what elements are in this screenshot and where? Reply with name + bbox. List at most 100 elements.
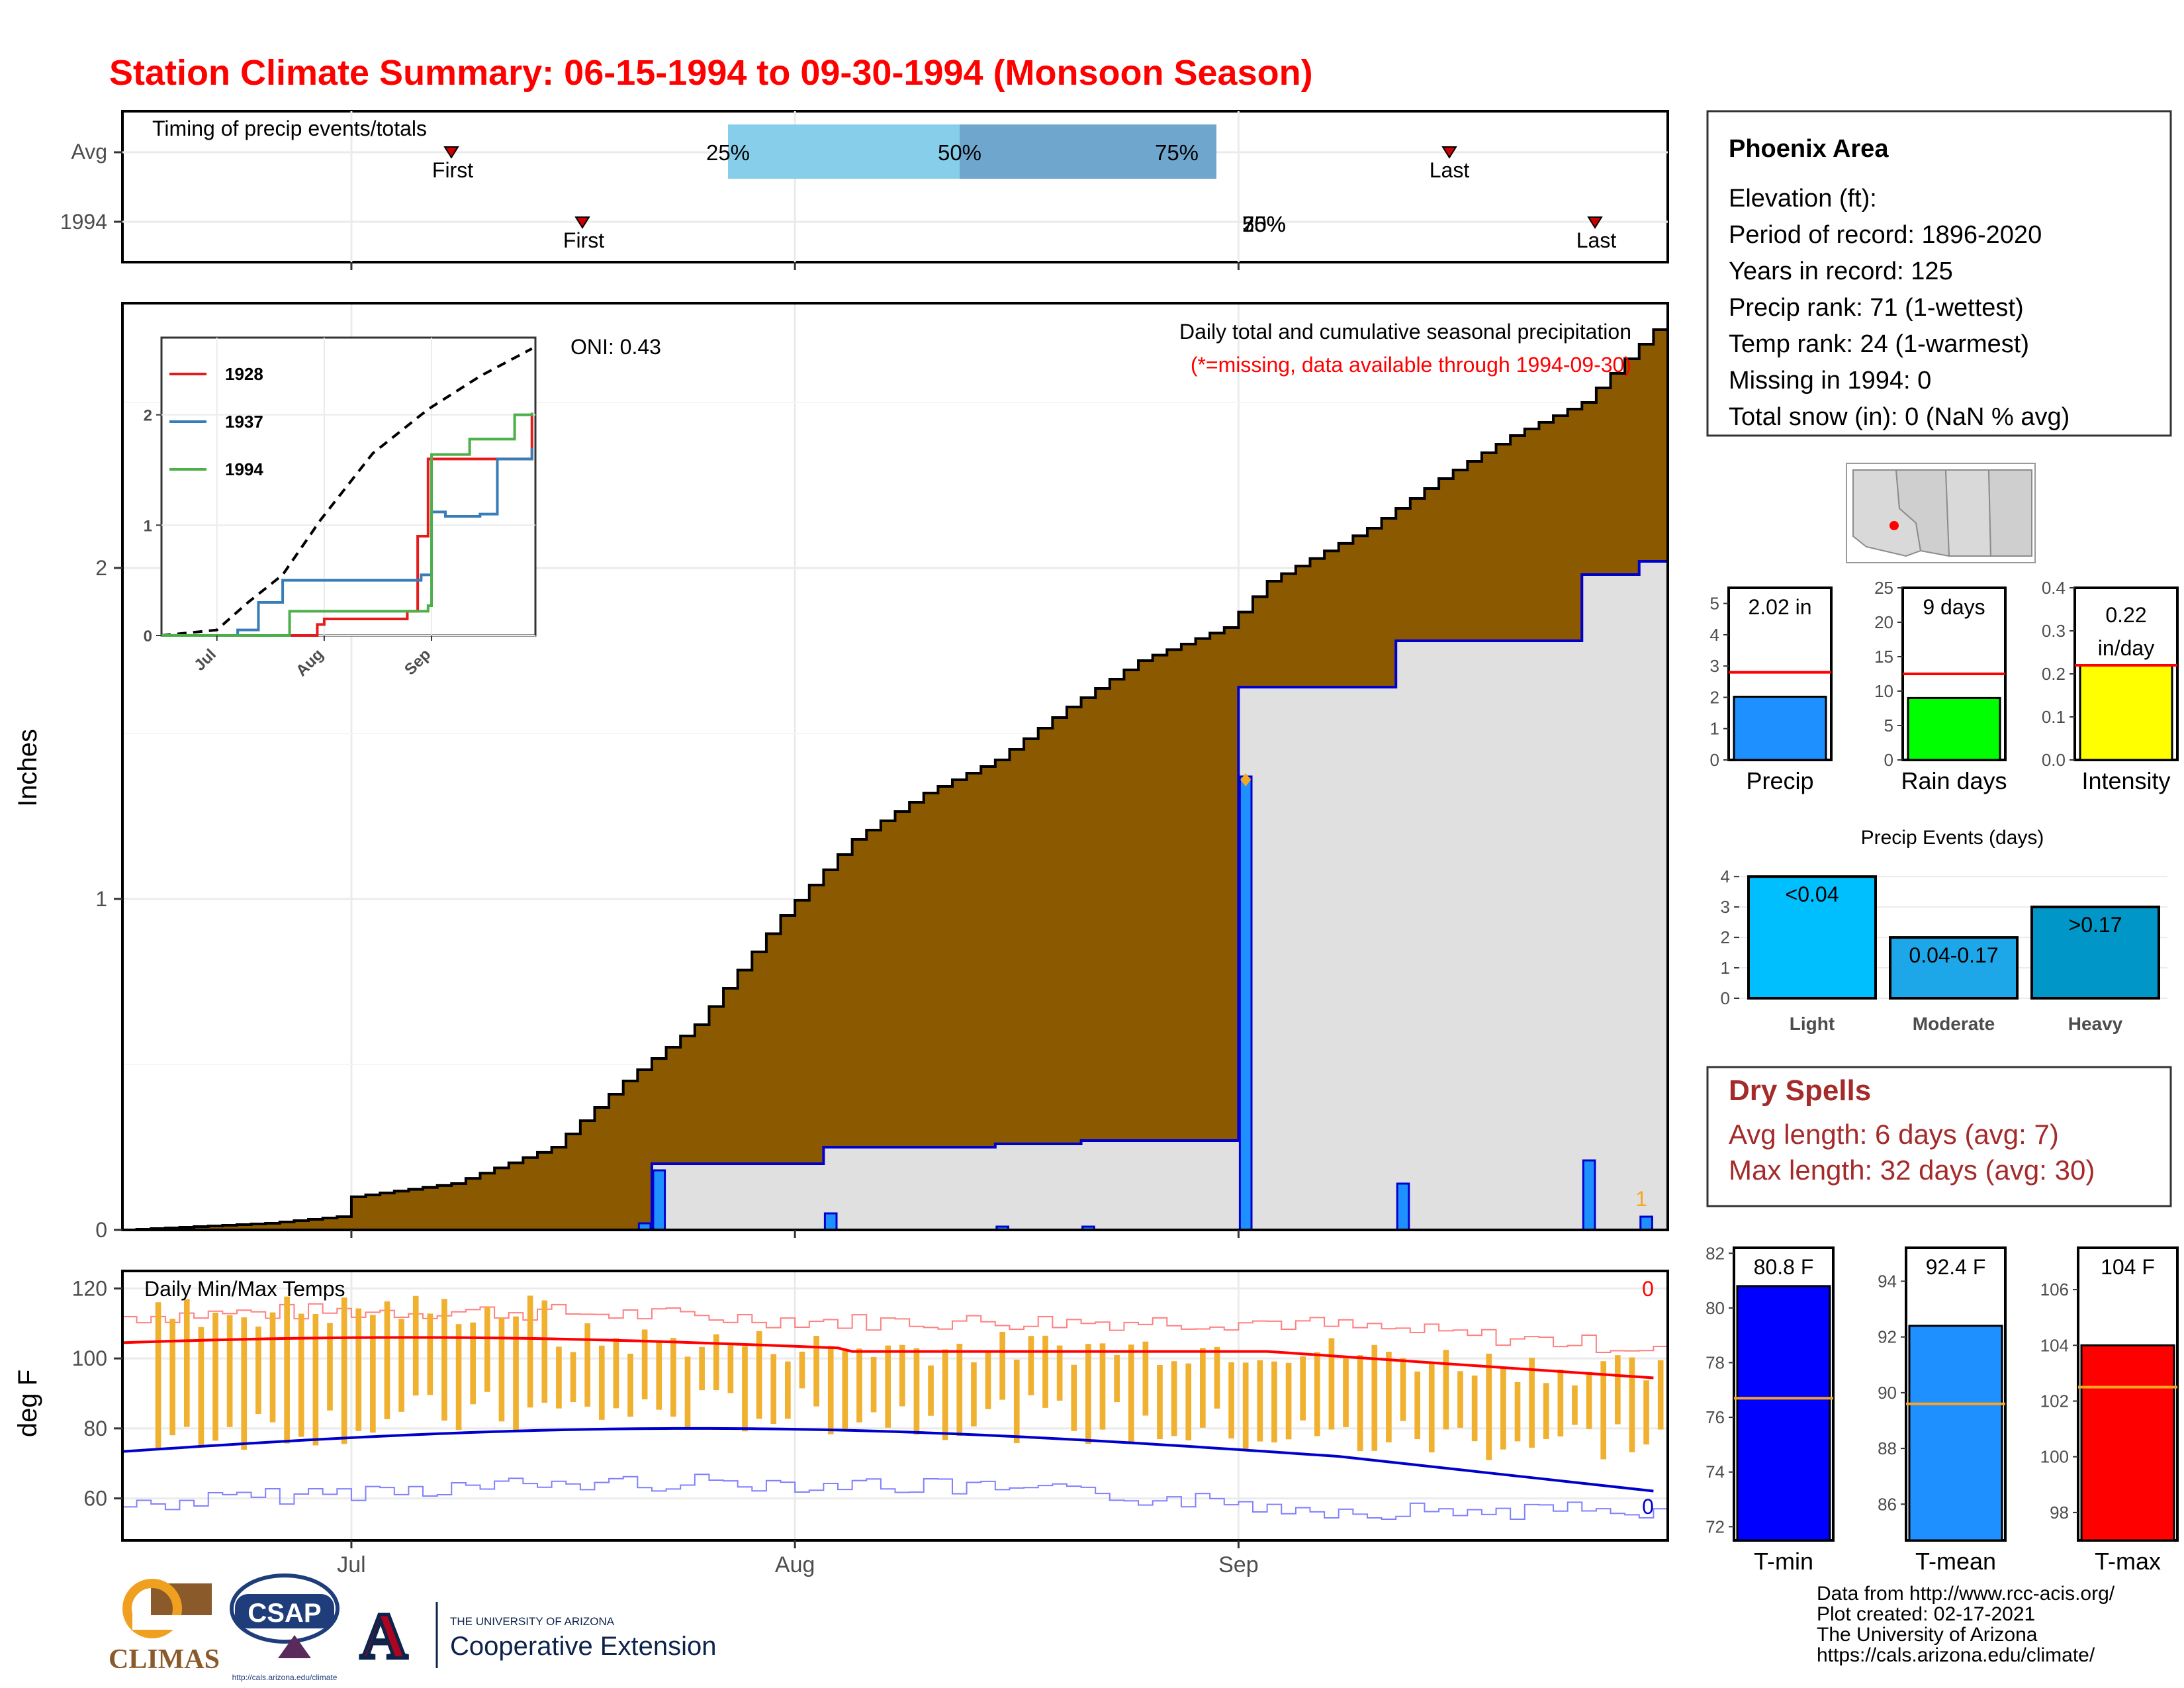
daily-temp-range-bar	[1514, 1382, 1521, 1442]
precip-main-panel: 0 1 2 Inches Daily total and cumulative se…	[13, 302, 1669, 1242]
daily-temp-range-bar	[1300, 1356, 1306, 1421]
daily-temp-range-bar	[770, 1354, 777, 1425]
summary-y-tick-label: 0.1	[2042, 707, 2066, 727]
cumulative-1994-area	[122, 561, 1668, 1230]
events-bar	[1889, 936, 2019, 1000]
daily-temp-range-bar	[899, 1344, 905, 1407]
summary-y-tick-label: 0.4	[2042, 578, 2066, 598]
temp-panel-title: Daily Min/Max Temps	[144, 1277, 345, 1301]
timing-bar-50-75	[960, 124, 1216, 179]
daily-temp-range-bar	[284, 1296, 290, 1444]
daily-temp-range-bar	[627, 1353, 633, 1417]
events-y-tick-label: 4	[1721, 867, 1730, 886]
daily-temp-range-bar	[1085, 1344, 1091, 1444]
inset-line-1937	[161, 447, 533, 637]
temp-summary-bar-tmean	[1908, 1325, 2003, 1542]
marker-last-1994	[1587, 216, 1603, 229]
dry-spells-max: Max length: 32 days (avg: 30)	[1729, 1154, 2095, 1186]
missing-count: 1	[1635, 1187, 1647, 1211]
daily-temp-range-bar	[1471, 1375, 1478, 1442]
ua-coop-extension: Cooperative Extension	[450, 1632, 716, 1661]
main-y-axis-label: Inches	[13, 729, 42, 807]
footer-credits: Data from http://www.rcc-acis.org/ Plot …	[1817, 1583, 2115, 1666]
temp-x-tick-label: Jul	[337, 1552, 365, 1577]
daily-temp-range-bar	[1428, 1361, 1435, 1453]
daily-temp-range-bar	[498, 1317, 505, 1422]
dry-spells-box: Dry Spells Avg length: 6 days (avg: 7) M…	[1706, 1066, 2172, 1207]
summary-y-tick-label: 0.0	[2042, 750, 2066, 770]
daily-temp-range-bar	[1285, 1362, 1292, 1440]
temp-summary-y-tick-label: 90	[1878, 1383, 1897, 1403]
temp-y-tick-label: 80	[83, 1417, 107, 1440]
events-bar	[1747, 875, 1877, 1000]
daily-temp-range-bar	[470, 1322, 477, 1405]
oni-label: ONI: 0.43	[570, 335, 661, 359]
temp-summary-label-tmean: T-mean	[1915, 1548, 1996, 1575]
daily-temp-range-bar	[785, 1361, 791, 1419]
daily-temp-range-bar	[183, 1299, 190, 1427]
daily-precip-bar	[652, 1169, 666, 1231]
station-info-line: Elevation (ft):	[1729, 185, 1877, 212]
main-y-tick-label: 1	[95, 887, 107, 911]
summary-y-tick-label: 0.2	[2042, 664, 2066, 684]
station-name: Phoenix Area	[1729, 135, 1889, 163]
temp-summary-y-tick-label: 72	[1706, 1517, 1725, 1536]
university-of-arizona-logo: A THE UNIVERSITY OF ARIZONA Cooperative …	[358, 1598, 716, 1675]
summary-value-label-precip: 2.02 in	[1748, 595, 1811, 619]
daily-temp-range-bar	[384, 1301, 390, 1419]
daily-temp-range-bar	[799, 1351, 805, 1389]
events-bin-label: <0.04	[1786, 882, 1839, 906]
summary-label-rain_days: Rain days	[1901, 767, 2007, 794]
daily-temp-range-bar	[713, 1334, 719, 1391]
daily-temp-range-bar	[1099, 1343, 1106, 1430]
temp-y-tick-label: 100	[72, 1346, 107, 1370]
daily-temp-range-bar	[1400, 1358, 1406, 1421]
footer-line-4: https://cals.arizona.edu/climate/	[1817, 1644, 2095, 1666]
temp-x-tick-label: Aug	[775, 1552, 815, 1577]
daily-temp-range-bar	[341, 1297, 347, 1444]
summary-y-tick-label: 3	[1710, 656, 1719, 676]
temp-summary-y-tick-label: 76	[1706, 1407, 1725, 1427]
main-caption: Daily total and cumulative seasonal prec…	[1179, 320, 1631, 344]
pct-overlap-1994-c: 75%	[1242, 212, 1286, 236]
daily-temp-range-bar	[527, 1295, 533, 1408]
daily-temp-range-bar	[1615, 1355, 1621, 1425]
daily-temp-range-bar	[1328, 1338, 1335, 1430]
daily-temp-range-bar	[942, 1349, 948, 1440]
summary-y-tick-label: 25	[1874, 578, 1893, 598]
daily-temp-range-bar	[1371, 1344, 1378, 1451]
events-y-tick-label: 0	[1721, 988, 1730, 1008]
daily-precip-bar	[823, 1212, 838, 1231]
footer-line-3: The University of Arizona	[1817, 1624, 2038, 1646]
daily-temp-range-bar	[1114, 1354, 1120, 1403]
station-location-dot	[1889, 521, 1899, 530]
daily-temp-range-bar	[226, 1315, 233, 1427]
daily-temp-range-bar	[541, 1300, 548, 1403]
pct-50: 50%	[938, 140, 981, 165]
daily-temp-range-bar	[1171, 1361, 1177, 1436]
events-category-label: Moderate	[1913, 1013, 1995, 1034]
daily-temp-range-bar	[1214, 1346, 1220, 1409]
events-bin-label: 0.04-0.17	[1909, 943, 1998, 967]
temp-summary-y-tick-label: 94	[1878, 1272, 1897, 1291]
events-bar	[2030, 906, 2160, 1000]
avg-min-line	[122, 1427, 1654, 1493]
inset-line-1994	[161, 412, 533, 637]
station-info-line: Precip rank: 71 (1-wettest)	[1729, 294, 2024, 322]
main-caption-missing: (*=missing, data available through 1994-…	[1191, 353, 1631, 377]
daily-temp-range-bar	[1486, 1353, 1492, 1460]
temp-panel: 60 80 100 120 Daily Min/Max Temps deg F 0 0…	[13, 1270, 1669, 1577]
temp-summary-label-tmax: T-max	[2095, 1548, 2161, 1575]
daily-temp-range-bar	[813, 1336, 819, 1407]
daily-temp-range-bar	[1228, 1362, 1234, 1438]
events-title: Precip Events (days)	[1861, 827, 2044, 849]
daily-temp-range-bar	[756, 1331, 762, 1419]
daily-temp-range-bar	[1200, 1348, 1206, 1428]
main-y-tick-label: 0	[95, 1218, 107, 1242]
precip-events-chart: Precip Events (days) <0.04 Light 0.04-0.17 M…	[1721, 827, 2167, 1034]
daily-temp-range-bar	[699, 1346, 705, 1391]
temp-summary-y-tick-label: 100	[2040, 1447, 2069, 1467]
inset-legend-label: 1937	[225, 412, 263, 432]
daily-temp-range-bar	[370, 1315, 376, 1433]
